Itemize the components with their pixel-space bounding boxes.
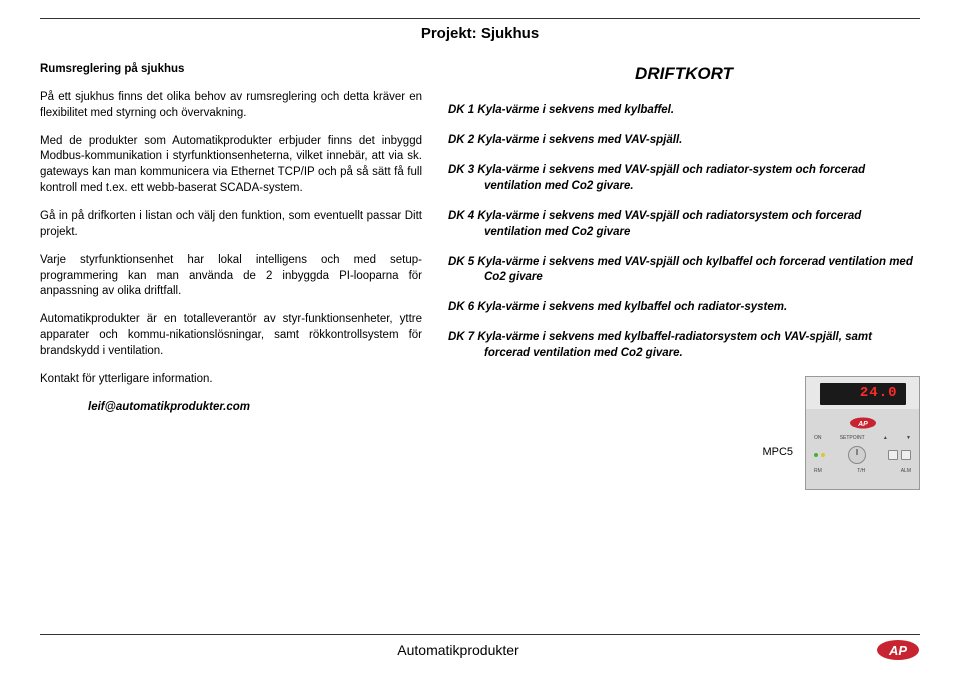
para-4: Varje styrfunktionsenhet har lokal intel… xyxy=(40,253,422,301)
left-subtitle: Rumsreglering på sjukhus xyxy=(40,62,422,78)
footer: Automatikprodukter AP xyxy=(40,630,920,661)
footer-company: Automatikprodukter xyxy=(397,642,518,658)
panel-bottom-labels: RMT/HALM xyxy=(814,468,911,475)
driftkort-title: DRIFTKORT xyxy=(448,62,920,85)
led-green-icon xyxy=(814,453,818,457)
lcd-screen: 24.0 xyxy=(820,383,906,405)
para-3: Gå in på drifkorten i listan och välj de… xyxy=(40,209,422,241)
down-button-icon xyxy=(901,450,911,460)
page-title: Projekt: Sjukhus xyxy=(40,25,920,42)
dk-item-7: DK 7 Kyla-värme i sekvens med kylbaffel-… xyxy=(448,330,920,362)
para-2: Med de produkter som Automatikprodukter … xyxy=(40,134,422,197)
device-display: 24.0 xyxy=(806,377,919,409)
dk-item-5: DK 5 Kyla-värme i sekvens med VAV-spjäll… xyxy=(448,255,920,287)
device-label: MPC5 xyxy=(762,445,793,490)
logo-text: AP xyxy=(888,643,907,658)
led-yellow-icon xyxy=(821,453,825,457)
device-panel: AP ONSETPOINT▲▼ xyxy=(806,409,919,489)
main-columns: Rumsreglering på sjukhus På ett sjukhus … xyxy=(40,62,920,490)
para-1: På ett sjukhus finns det olika behov av … xyxy=(40,90,422,122)
panel-labels: ONSETPOINT▲▼ xyxy=(814,435,911,442)
dk-item-1: DK 1 Kyla-värme i sekvens med kylbaffel. xyxy=(448,103,920,119)
para-5: Automatikprodukter är en totalleverantör… xyxy=(40,312,422,360)
panel-controls xyxy=(814,446,911,464)
device-area: MPC5 24.0 AP ONSETPOINT▲▼ xyxy=(448,376,920,490)
setpoint-dial xyxy=(848,446,866,464)
up-button-icon xyxy=(888,450,898,460)
dk-item-4: DK 4 Kyla-värme i sekvens med VAV-spjäll… xyxy=(448,209,920,241)
dk-item-6: DK 6 Kyla-värme i sekvens med kylbaffel … xyxy=(448,300,920,316)
footer-logo-icon: AP xyxy=(876,639,920,661)
dk-item-2: DK 2 Kyla-värme i sekvens med VAV-spjäll… xyxy=(448,133,920,149)
svg-text:AP: AP xyxy=(857,421,868,428)
top-divider xyxy=(40,18,920,19)
footer-row: Automatikprodukter AP xyxy=(40,639,920,661)
device-image: 24.0 AP ONSETPOINT▲▼ xyxy=(805,376,920,490)
para-6: Kontakt för ytterligare information. xyxy=(40,372,422,388)
left-column: Rumsreglering på sjukhus På ett sjukhus … xyxy=(40,62,422,490)
dk-item-3: DK 3 Kyla-värme i sekvens med VAV-spjäll… xyxy=(448,163,920,195)
device-logo: AP xyxy=(814,417,911,429)
lcd-value: 24.0 xyxy=(860,384,898,403)
right-column: DRIFTKORT DK 1 Kyla-värme i sekvens med … xyxy=(448,62,920,490)
contact-email: leif@automatikprodukter.com xyxy=(40,400,422,416)
device-buttons xyxy=(888,450,911,460)
footer-divider xyxy=(40,634,920,635)
